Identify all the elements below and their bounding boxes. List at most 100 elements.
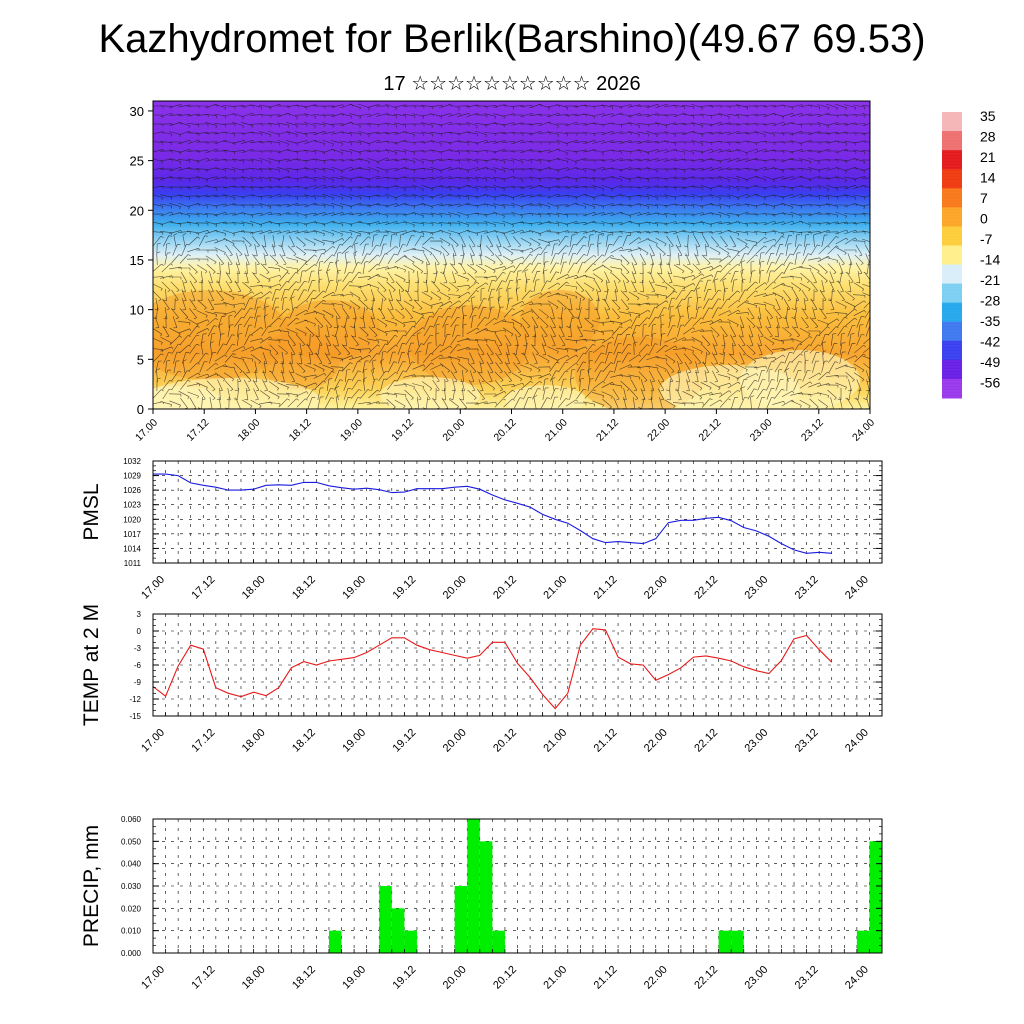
ytick-label: -9 xyxy=(134,678,142,687)
xtick-label: 23.12 xyxy=(793,964,821,992)
chart-subtitle: 17 ☆☆☆☆☆☆☆☆☆☆ 2026 xyxy=(383,73,641,95)
colorbar-swatch xyxy=(942,302,962,323)
xtick-label: 22.00 xyxy=(642,727,670,755)
ytick-label: 1020 xyxy=(123,515,141,524)
colorbar-label: 35 xyxy=(980,108,996,124)
yaxis-title: PRECIP, mm xyxy=(80,825,103,947)
ytick-label: 0.030 xyxy=(121,882,142,891)
precip-bar xyxy=(328,930,342,953)
ytick-label: 0.000 xyxy=(121,949,142,958)
field-xtick-label: 23.00 xyxy=(748,417,775,444)
xtick-label: 21.12 xyxy=(592,727,620,755)
xtick-label: 19.00 xyxy=(340,727,368,755)
colorbar-swatch xyxy=(942,188,962,208)
xtick-label: 18.12 xyxy=(290,964,318,992)
colorbar-label: 21 xyxy=(980,149,996,165)
xtick-label: 21.12 xyxy=(592,964,620,992)
ytick-label: 1023 xyxy=(123,501,141,510)
colorbar-label: -7 xyxy=(980,231,993,247)
temp-panel: -15 -12 -9 -6 -3 0 3 17.00 17.12 18.00 18.12 19.00 1… xyxy=(80,604,883,755)
ytick-label: 3 xyxy=(137,610,142,619)
colorbar-label: 14 xyxy=(980,170,996,186)
wind-barbs xyxy=(153,103,870,409)
ytick-label: -12 xyxy=(129,695,141,704)
colorbar-swatch xyxy=(942,321,962,342)
precip-bar xyxy=(391,908,405,953)
precip-bar xyxy=(492,930,505,953)
field-xtick-label: 20.00 xyxy=(440,417,467,444)
xtick-label: 20.12 xyxy=(491,574,519,602)
colorbar-swatch xyxy=(942,264,962,285)
xtick-label: 18.12 xyxy=(290,727,318,755)
ytick-label: 1032 xyxy=(123,457,141,466)
xtick-label: 23.12 xyxy=(793,574,821,602)
yaxis-title: PMSL xyxy=(80,483,103,540)
xtick-label: 18.00 xyxy=(240,727,268,755)
xtick-label: 21.12 xyxy=(592,574,620,602)
xtick-label: 18.12 xyxy=(290,574,318,602)
xtick-label: 19.12 xyxy=(391,727,419,755)
xtick-label: 24.00 xyxy=(843,727,871,755)
colorbar-label: -56 xyxy=(980,375,1000,391)
xtick-label: 24.00 xyxy=(843,964,871,992)
series-line xyxy=(153,473,832,554)
xtick-label: 23.12 xyxy=(793,727,821,755)
colorbar-swatch xyxy=(942,245,962,266)
field-ytick-label: 15 xyxy=(130,253,144,268)
xtick-label: 17.00 xyxy=(139,727,167,755)
field-xtick-label: 24.00 xyxy=(850,417,877,444)
xtick-label: 21.00 xyxy=(541,727,569,755)
xtick-label: 20.12 xyxy=(491,964,519,992)
xtick-label: 20.00 xyxy=(441,964,469,992)
yaxis-title: TEMP at 2 M xyxy=(80,604,103,726)
precip-bar xyxy=(856,930,870,953)
warm-region-5 xyxy=(280,300,380,360)
xtick-label: 24.00 xyxy=(843,574,871,602)
xtick-label: 19.12 xyxy=(391,574,419,602)
pale-region-5 xyxy=(153,386,220,409)
xtick-label: 21.00 xyxy=(541,574,569,602)
colorbar-legend: 35 28 21 14 7 0 -7 -14 -21 -28 -35 -42 -49 -56 xyxy=(942,108,1000,399)
field-ytick-label: 20 xyxy=(130,203,144,218)
xtick-label: 23.00 xyxy=(742,574,770,602)
field-xtick-label: 22.00 xyxy=(645,417,672,444)
warm-region-1 xyxy=(260,330,340,390)
pale-region-1 xyxy=(380,377,480,409)
field-xtick-label: 22.12 xyxy=(696,417,723,444)
ytick-label: 0.010 xyxy=(121,927,142,936)
colorbar-label: -21 xyxy=(980,272,1000,288)
xtick-label: 22.12 xyxy=(692,574,720,602)
ytick-label: 0.050 xyxy=(121,837,142,846)
xtick-label: 17.12 xyxy=(189,574,217,602)
precip-bar xyxy=(479,841,493,953)
precip-panel: 0.000 0.010 0.020 0.030 0.040 0.050 0.060 17.00… xyxy=(80,815,883,992)
ytick-label: 1029 xyxy=(123,472,141,481)
xtick-label: 20.00 xyxy=(441,574,469,602)
ytick-label: 1026 xyxy=(123,486,141,495)
colorbar-swatch xyxy=(942,283,962,304)
ytick-label: -3 xyxy=(134,644,142,653)
field-ytick-label: 5 xyxy=(137,352,144,367)
colorbar-label: 28 xyxy=(980,129,996,145)
field-xtick-label: 20.12 xyxy=(492,417,519,444)
colorbar-swatch xyxy=(942,359,962,380)
colorbar-label: -35 xyxy=(980,313,1000,329)
colorbar-swatch xyxy=(942,226,962,246)
pmsl-panel: 1011 1014 1017 1020 1023 1026 1029 1032 17.00 17.… xyxy=(80,457,883,602)
ytick-label: 0.040 xyxy=(121,860,142,869)
colorbar-label: -42 xyxy=(980,334,1000,350)
field-xtick-label: 18.00 xyxy=(235,417,262,444)
precip-bar xyxy=(404,930,417,953)
colorbar-label: 7 xyxy=(980,190,988,206)
xtick-label: 17.12 xyxy=(189,727,217,755)
xtick-label: 21.00 xyxy=(541,964,569,992)
xtick-label: 20.00 xyxy=(441,727,469,755)
panel-frame xyxy=(152,460,883,564)
xtick-label: 19.00 xyxy=(340,574,368,602)
field-xtick-label: 17.00 xyxy=(133,417,160,444)
xtick-label: 18.00 xyxy=(240,964,268,992)
pale-region-2 xyxy=(505,385,585,409)
field-overlay xyxy=(153,103,870,409)
colorbar-label: 0 xyxy=(980,211,988,227)
